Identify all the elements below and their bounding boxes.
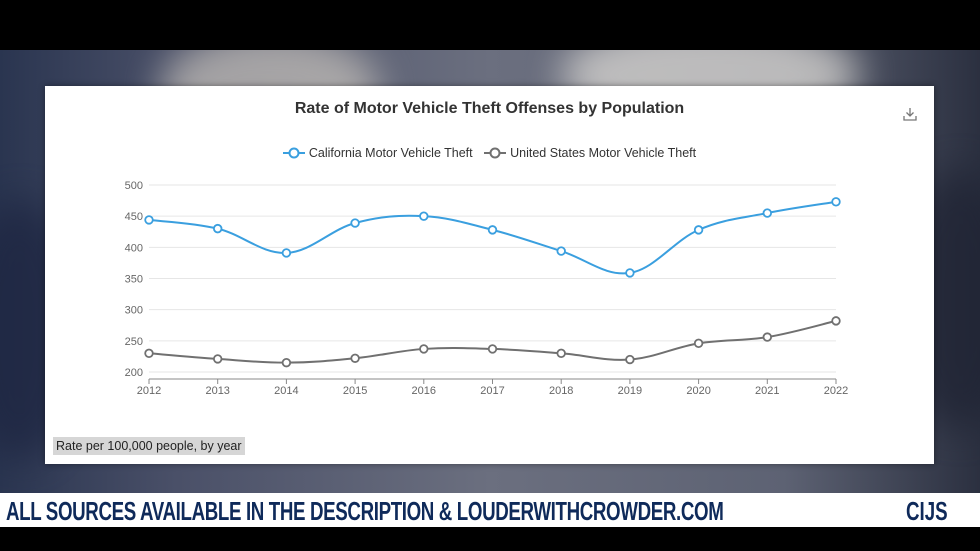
y-tick-label: 300 xyxy=(125,305,143,317)
x-tick-label: 2012 xyxy=(137,385,161,397)
x-tick-label: 2017 xyxy=(480,385,504,397)
data-point-united-states-2022 xyxy=(831,316,841,326)
data-point-united-states-2014 xyxy=(281,357,292,368)
legend-item-united-states[interactable]: United States Motor Vehicle Theft xyxy=(484,146,696,160)
lower-third-banner xyxy=(0,493,980,527)
data-point-california-2013 xyxy=(212,223,223,234)
data-point-united-states-2020 xyxy=(693,338,704,349)
y-tick-label: 350 xyxy=(125,274,143,286)
data-point-california-2021 xyxy=(762,208,772,218)
y-tick-label: 250 xyxy=(125,336,143,348)
legend-marker-united-states xyxy=(484,147,507,159)
data-point-california-2012 xyxy=(144,215,154,225)
data-point-united-states-2017 xyxy=(487,344,498,354)
x-tick-label: 2015 xyxy=(343,385,367,397)
bottom-letterbox xyxy=(0,527,980,551)
download-icon[interactable] xyxy=(902,106,918,122)
legend-marker-california xyxy=(282,147,305,159)
data-point-california-2019 xyxy=(625,268,635,278)
data-point-california-2020 xyxy=(693,225,704,235)
data-point-california-2015 xyxy=(350,218,360,228)
y-tick-label: 400 xyxy=(125,242,143,254)
chart-card: Rate of Motor Vehicle Theft Offenses by … xyxy=(45,86,934,464)
data-point-united-states-2018 xyxy=(556,348,566,358)
y-tick-label: 200 xyxy=(125,367,143,379)
data-point-california-2022 xyxy=(831,197,841,207)
data-point-united-states-2015 xyxy=(350,353,360,363)
x-tick-label: 2020 xyxy=(686,385,710,397)
data-point-united-states-2012 xyxy=(144,348,154,358)
chart-legend: California Motor Vehicle Theft United St… xyxy=(45,146,934,162)
data-point-united-states-2021 xyxy=(762,332,772,342)
top-letterbox xyxy=(0,0,980,50)
x-tick-label: 2019 xyxy=(618,385,642,397)
data-point-united-states-2016 xyxy=(419,344,429,354)
y-tick-label: 500 xyxy=(125,180,143,192)
data-point-california-2017 xyxy=(487,225,498,235)
legend-label-united-states: United States Motor Vehicle Theft xyxy=(510,146,697,160)
x-tick-label: 2016 xyxy=(412,385,436,397)
chart-caption: Rate per 100,000 people, by year xyxy=(53,437,245,455)
x-tick-label: 2022 xyxy=(824,385,848,397)
series-line-united-states xyxy=(148,319,837,364)
series-line-california xyxy=(148,200,837,275)
legend-label-california: California Motor Vehicle Theft xyxy=(308,146,473,160)
sources-banner-text: ALL SOURCES AVAILABLE IN THE DESCRIPTION… xyxy=(6,496,724,526)
y-tick-label: 450 xyxy=(125,211,143,223)
x-tick-label: 2018 xyxy=(549,385,573,397)
data-point-california-2016 xyxy=(419,211,429,221)
x-tick-label: 2021 xyxy=(755,385,779,397)
data-point-california-2014 xyxy=(281,248,292,258)
line-chart: 200 250 300 350 400 450 500 2012 2013 2014 2015 201… xyxy=(125,180,849,397)
x-tick-label: 2013 xyxy=(205,385,229,397)
data-point-united-states-2019 xyxy=(625,354,635,365)
banner-tag: CIJS xyxy=(906,496,948,526)
chart-title: Rate of Motor Vehicle Theft Offenses by … xyxy=(294,100,685,117)
legend-item-california[interactable]: California Motor Vehicle Theft xyxy=(282,146,473,160)
x-tick-label: 2014 xyxy=(274,385,298,397)
data-point-united-states-2013 xyxy=(212,354,223,364)
data-point-california-2018 xyxy=(556,246,566,256)
